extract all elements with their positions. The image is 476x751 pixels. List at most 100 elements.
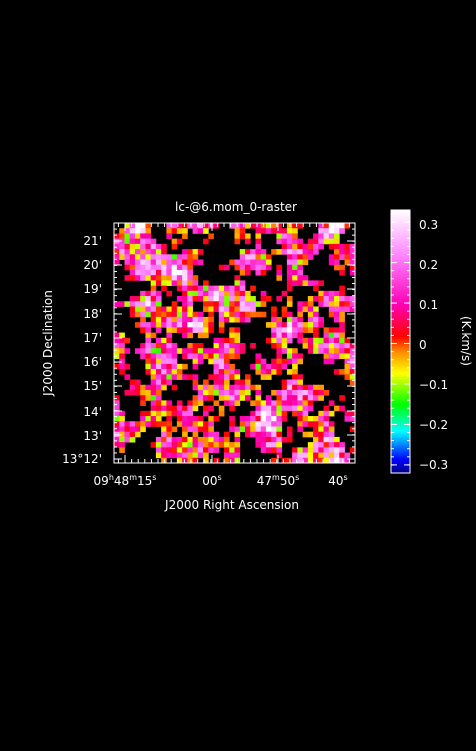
raster-pixel xyxy=(334,264,340,271)
raster-pixel xyxy=(203,223,209,229)
raster-pixel xyxy=(129,233,136,240)
raster-pixel xyxy=(192,348,199,354)
raster-pixel xyxy=(276,421,283,427)
x-axis-label: J2000 Right Ascension xyxy=(164,498,299,512)
raster-pixel xyxy=(182,249,188,255)
raster-pixel xyxy=(229,285,235,292)
raster-pixel xyxy=(318,395,324,401)
raster-pixel xyxy=(260,254,267,260)
raster-pixel xyxy=(339,306,345,313)
raster-pixel xyxy=(328,358,335,365)
raster-pixel xyxy=(166,290,173,297)
raster-pixel xyxy=(119,410,125,417)
raster-pixel xyxy=(244,254,251,260)
raster-pixel xyxy=(281,233,288,240)
raster-pixel xyxy=(328,290,335,297)
raster-pixel xyxy=(187,275,193,281)
raster-pixel xyxy=(161,280,167,287)
raster-pixel xyxy=(244,301,251,307)
raster-pixel xyxy=(286,280,293,287)
raster-pixel xyxy=(229,348,235,354)
raster-pixel xyxy=(313,337,319,344)
raster-pixel xyxy=(119,447,125,453)
raster-pixel xyxy=(334,316,340,323)
raster-pixel xyxy=(234,337,241,344)
raster-pixel xyxy=(150,259,157,266)
raster-pixel xyxy=(213,436,220,443)
raster-pixel xyxy=(292,363,298,370)
raster-pixel xyxy=(286,337,293,344)
raster-pixel xyxy=(234,301,241,307)
raster-pixel xyxy=(114,395,120,401)
raster-pixel xyxy=(313,238,319,245)
raster-pixel xyxy=(234,447,241,453)
raster-pixel xyxy=(318,290,324,297)
raster-pixel xyxy=(171,384,178,391)
raster-pixel xyxy=(239,389,246,396)
x-tick-label: 47m50s xyxy=(257,473,300,488)
raster-pixel xyxy=(140,426,146,433)
raster-pixel xyxy=(276,400,283,407)
raster-pixel xyxy=(171,238,178,245)
raster-pixel xyxy=(197,311,204,318)
raster-pixel xyxy=(150,254,157,260)
raster-pixel xyxy=(192,447,199,453)
raster-pixel xyxy=(203,238,209,245)
raster-pixel xyxy=(155,416,162,422)
raster-pixel xyxy=(124,348,131,354)
y-tick-label: 14' xyxy=(83,405,102,419)
raster-pixel xyxy=(250,223,256,229)
raster-pixel xyxy=(323,233,330,240)
raster-pixel xyxy=(224,363,230,370)
raster-pixel xyxy=(260,369,267,375)
raster-pixel xyxy=(307,280,314,287)
raster-pixel xyxy=(349,363,355,370)
raster-pixel xyxy=(239,280,246,287)
raster-pixel xyxy=(150,290,157,297)
raster-pixel xyxy=(286,358,293,365)
raster-pixel xyxy=(276,332,283,339)
raster-pixel xyxy=(218,363,225,370)
raster-pixel xyxy=(114,416,120,422)
raster-pixel xyxy=(260,296,267,302)
raster-pixel xyxy=(229,447,235,453)
raster-pixel xyxy=(166,421,173,427)
raster-pixel xyxy=(140,327,146,333)
raster-pixel xyxy=(260,269,267,276)
raster-pixel xyxy=(166,410,173,417)
y-tick-label: 17' xyxy=(83,331,102,345)
raster-pixel xyxy=(192,249,199,255)
raster-pixel xyxy=(161,374,167,380)
raster-pixel xyxy=(328,348,335,354)
raster-pixel xyxy=(286,254,293,260)
raster-pixel xyxy=(281,322,288,328)
raster-pixel xyxy=(297,280,304,287)
raster-pixel xyxy=(161,311,167,318)
raster-pixel xyxy=(145,395,152,401)
raster-pixel xyxy=(349,249,355,255)
raster-pixel xyxy=(339,290,345,297)
raster-pixel xyxy=(187,348,193,354)
raster-pixel xyxy=(255,384,262,391)
raster-pixel xyxy=(244,389,251,396)
raster-pixel xyxy=(328,457,335,463)
raster-pixel xyxy=(197,322,204,328)
raster-pixel xyxy=(265,431,272,438)
raster-pixel xyxy=(334,259,340,266)
raster-pixel xyxy=(313,452,319,459)
raster-pixel xyxy=(161,353,167,360)
raster-pixel xyxy=(255,238,262,245)
raster-pixel xyxy=(145,238,152,245)
raster-pixel xyxy=(239,269,246,276)
raster-pixel xyxy=(187,322,193,328)
raster-pixel xyxy=(313,243,319,250)
raster-pixel xyxy=(302,389,309,396)
raster-pixel xyxy=(229,223,235,229)
raster-pixel xyxy=(192,343,199,349)
raster-pixel xyxy=(271,369,277,375)
raster-pixel xyxy=(250,259,256,266)
raster-pixel xyxy=(114,426,120,433)
raster-pixel xyxy=(339,327,345,333)
raster-pixel xyxy=(166,228,173,234)
raster-pixel xyxy=(250,296,256,302)
